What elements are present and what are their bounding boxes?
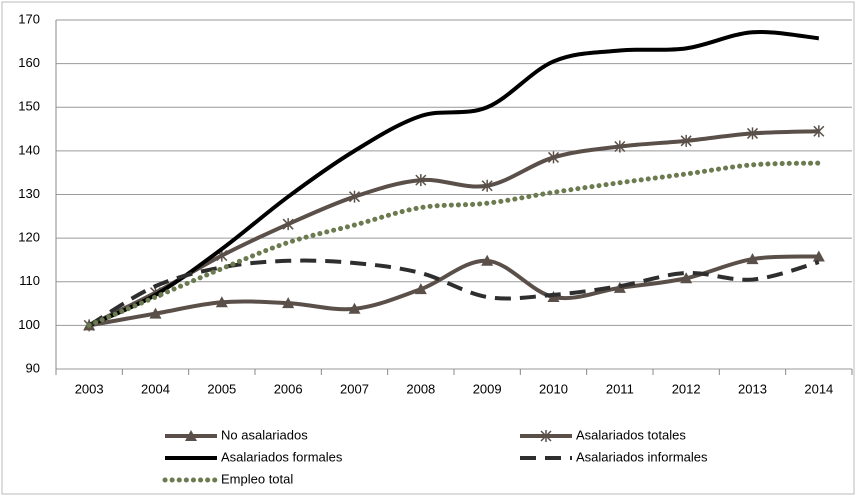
marker (547, 151, 560, 164)
series-line (88, 258, 820, 328)
series-line (88, 129, 819, 328)
series-line (88, 29, 820, 328)
y-tick-label: 130 (18, 186, 40, 201)
y-tick-label: 140 (18, 142, 40, 157)
y-tick-label: 160 (18, 55, 40, 70)
x-tick-label: 2008 (406, 381, 435, 396)
marker (746, 253, 759, 265)
x-tick-label: 2014 (804, 381, 833, 396)
marker (540, 430, 552, 442)
x-tick-label: 2010 (539, 381, 568, 396)
legend-label: Empleo total (221, 471, 293, 486)
marker (348, 302, 361, 314)
marker (415, 174, 427, 187)
x-tick-label: 2003 (75, 381, 104, 396)
marker (812, 250, 825, 262)
marker (481, 254, 494, 266)
x-tick-label: 2005 (207, 381, 236, 396)
marker (481, 179, 493, 192)
series-line (88, 254, 819, 328)
x-tick-label: 2004 (141, 381, 170, 396)
legend: No asalariados Asalariados totales Asalari… (162, 427, 708, 486)
legend-label: Asalariados formales (221, 449, 343, 464)
marker (149, 307, 162, 319)
legend-label: Asalariados totales (576, 427, 686, 442)
x-tick-label: 2012 (672, 381, 701, 396)
marker (680, 272, 693, 284)
marker (185, 430, 197, 441)
plot (83, 29, 825, 332)
legend-label: No asalariados (221, 427, 308, 442)
grid: 90 100 110 120 130 140 150 160 170 2003 2004 2005 20… (18, 11, 853, 396)
marker (215, 296, 228, 308)
x-tick-label: 2011 (606, 381, 634, 396)
x-tick-label: 2013 (738, 381, 767, 396)
x-tick-label: 2009 (473, 381, 502, 396)
x-tick-label: 2007 (340, 381, 369, 396)
marker (282, 218, 294, 231)
y-tick-label: 90 (26, 360, 40, 375)
marker (414, 283, 427, 295)
y-tick-label: 150 (18, 99, 40, 114)
x-tick-label: 2006 (274, 381, 303, 396)
marker (746, 127, 759, 140)
y-tick-label: 100 (18, 317, 40, 332)
y-tick-label: 170 (18, 11, 40, 26)
y-tick-label: 120 (18, 230, 40, 245)
marker (813, 125, 825, 138)
marker (680, 134, 692, 147)
series-line (86, 160, 822, 328)
marker (614, 140, 626, 153)
marker (282, 297, 295, 309)
legend-label: Asalariados informales (576, 449, 708, 464)
marker (348, 190, 361, 203)
y-tick-label: 110 (19, 273, 40, 288)
